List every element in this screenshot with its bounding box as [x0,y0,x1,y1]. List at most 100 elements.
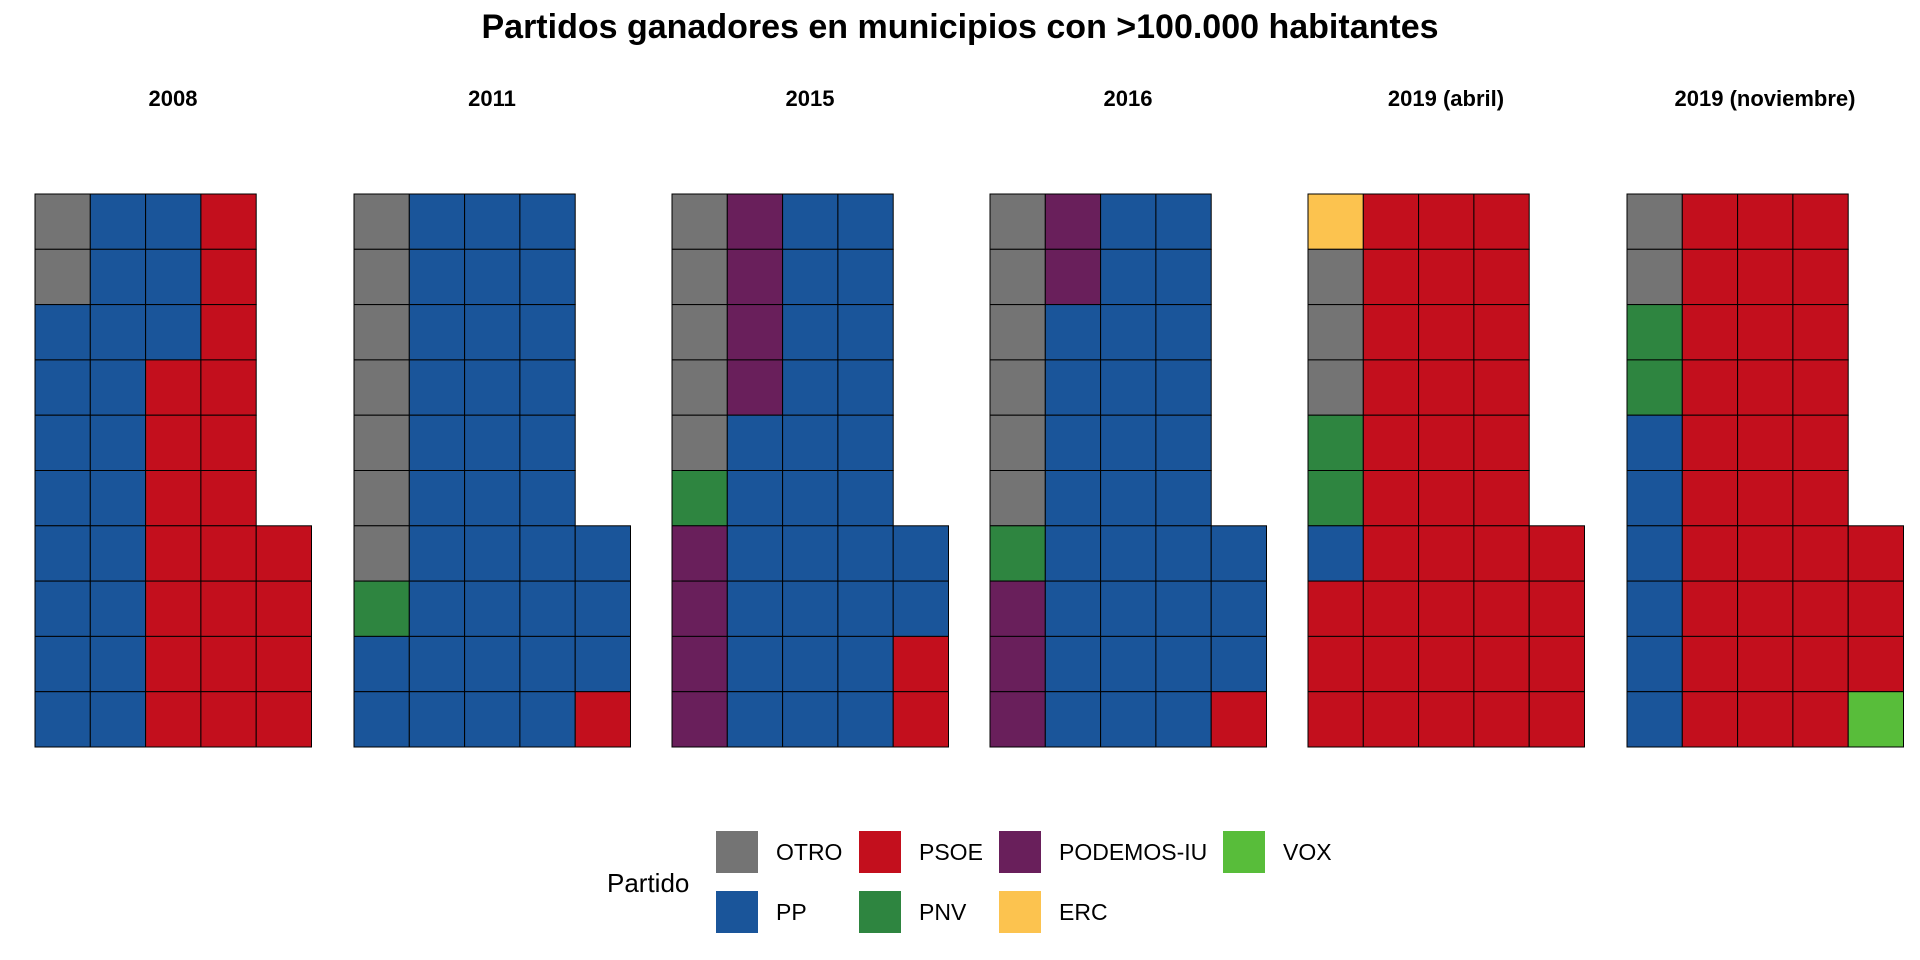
waffle-cell-psoe [892,691,950,748]
legend-label-pnv: PNV [919,898,967,925]
waffle-cell-psoe [145,635,202,693]
waffle-cell-pnv [353,580,410,637]
waffle-cell-psoe [1418,193,1475,250]
waffle-cell-psoe [1473,193,1530,250]
waffle-cell-podemos-iu [989,691,1046,748]
waffle-cell-psoe [1362,414,1420,472]
waffle-cell-psoe [145,580,202,637]
waffle-cell-psoe [200,635,257,693]
waffle-panel-2019-noviembre [1626,193,1904,748]
waffle-cell-pp [89,359,147,416]
waffle-cell-pp [89,414,147,472]
waffle-cell-psoe [1418,470,1475,527]
waffle-cell-podemos-iu [671,635,728,693]
waffle-cell-pnv [1307,414,1364,472]
waffle-cell-pp [574,635,632,693]
waffle-cell-psoe [1792,304,1849,361]
legend-swatch-psoe [859,831,901,873]
waffle-cell-pp [89,580,147,637]
waffle-cell-psoe [1737,470,1794,527]
legend-item-pp: PP [716,891,807,933]
waffle-cell-pp [145,304,202,361]
waffle-cell-psoe [1528,580,1585,637]
waffle-cell-otro [353,193,410,250]
waffle-cell-otro [353,304,410,361]
waffle-cell-pp [145,248,202,306]
waffle-cell-pp [1100,304,1157,361]
waffle-cell-pp [519,359,576,416]
legend-item-vox: VOX [1223,831,1332,873]
waffle-panel-2015 [671,193,950,748]
waffle-cell-pp [1044,304,1102,361]
waffle-cell-podemos-iu [671,525,728,582]
waffle-cell-psoe [200,359,257,416]
waffle-cell-psoe [200,470,257,527]
waffle-cell-otro [989,193,1046,250]
waffle-cell-podemos-iu [1044,248,1102,306]
legend-swatch-otro [716,831,758,873]
panel-title-2016: 2016 [1103,86,1153,111]
waffle-cell-otro [671,193,728,250]
legend-label-vox: VOX [1283,838,1332,865]
waffle-cell-pp [782,580,839,637]
legend-swatch-pp [716,891,758,933]
panel-title-2011: 2011 [468,86,516,111]
waffle-cell-psoe [1681,248,1739,306]
waffle-cell-pp [89,248,147,306]
waffle-cell-otro [989,304,1046,361]
waffle-cell-psoe [1681,470,1739,527]
waffle-cell-psoe [1362,470,1420,527]
waffle-cell-otro [34,193,91,250]
waffle-cell-otro [671,248,728,306]
waffle-cell-psoe [255,580,313,637]
waffle-cell-psoe [1307,635,1364,693]
waffle-cell-pp [464,248,521,306]
waffle-cell-pp [1044,525,1102,582]
waffle-cell-otro [34,248,91,306]
waffle-cell-pp [408,248,466,306]
waffle-cell-psoe [1473,580,1530,637]
waffle-cell-podemos-iu [989,580,1046,637]
waffle-cell-pp [34,525,91,582]
waffle-cell-pp [1100,359,1157,416]
waffle-cell-otro [353,525,410,582]
waffle-cell-pp [1100,635,1157,693]
waffle-cell-pp [837,691,894,748]
panel-title-2015: 2015 [785,86,835,111]
waffle-cell-pp [353,691,410,748]
waffle-cell-psoe [1792,359,1849,416]
waffle-cell-psoe [1681,193,1739,250]
waffle-cell-psoe [1737,414,1794,472]
waffle-cell-pp [408,470,466,527]
waffle-cell-podemos-iu [671,580,728,637]
waffle-cell-otro [1307,304,1364,361]
waffle-cell-psoe [1473,359,1530,416]
waffle-cell-psoe [1362,304,1420,361]
waffle-cell-pp [464,580,521,637]
legend-label-otro: OTRO [776,838,843,865]
waffle-cell-pp [726,635,784,693]
waffle-cell-otro [1626,193,1683,250]
waffle-cell-pp [89,470,147,527]
waffle-cell-psoe [1528,635,1585,693]
waffle-cell-pp [726,414,784,472]
waffle-cell-pp [1044,580,1102,637]
waffle-cell-pp [408,304,466,361]
waffle-cell-pp [464,304,521,361]
waffle-cell-psoe [255,525,313,582]
waffle-panel-2016 [989,193,1267,748]
waffle-cell-pp [892,525,950,582]
waffle-cell-podemos-iu [671,691,728,748]
waffle-cell-pp [1155,359,1212,416]
waffle-cell-pp [726,691,784,748]
waffle-cell-pp [519,248,576,306]
waffle-cell-pp [89,193,147,250]
waffle-cell-psoe [1362,635,1420,693]
panel-title-2019-abril: 2019 (abril) [1387,86,1505,111]
waffle-cell-pp [89,635,147,693]
waffle-cell-psoe [1473,470,1530,527]
waffle-cell-psoe [200,580,257,637]
waffle-cell-pp [408,635,466,693]
waffle-cell-psoe [145,470,202,527]
waffle-cell-podemos-iu [726,193,784,250]
